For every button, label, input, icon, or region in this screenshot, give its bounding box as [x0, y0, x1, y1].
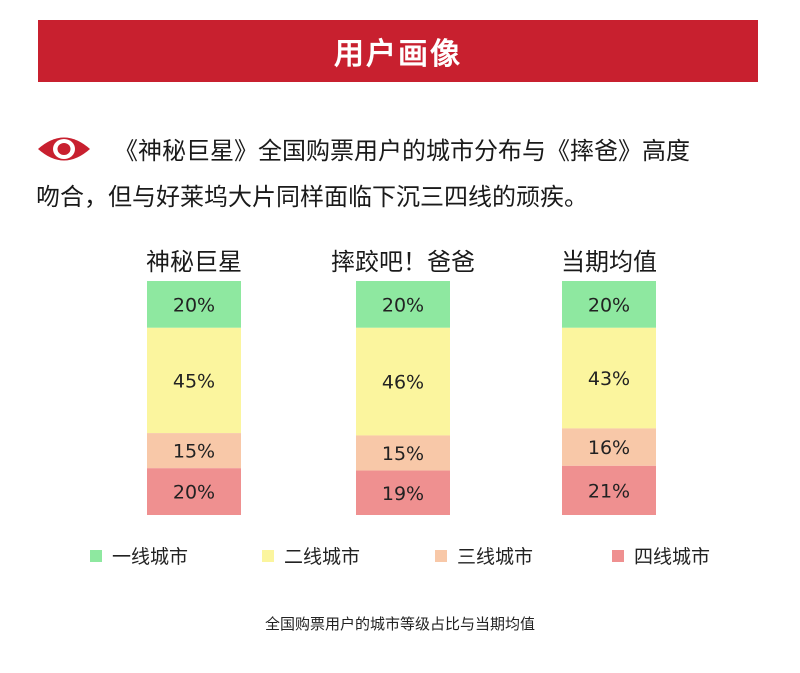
data-label: 46% — [382, 372, 424, 394]
legend-label: 一线城市 — [112, 546, 188, 568]
bar-segment — [356, 435, 450, 471]
data-label: 15% — [382, 443, 424, 465]
intro-text-1: 《神秘巨星》全国购票用户的城市分布与《摔爸》高度 — [114, 137, 690, 165]
legend-label: 四线城市 — [634, 546, 710, 568]
bar-segment — [147, 433, 241, 469]
stacked-bar-chart: 神秘巨星 20% 45% 15% 20% 摔跤吧！爸爸 20% 46% 15% 19% 当期均值 20… — [90, 248, 710, 568]
data-label: 19% — [382, 483, 424, 505]
bar-segment — [562, 465, 656, 515]
legend-swatch — [90, 550, 102, 562]
bar-segment — [356, 470, 450, 515]
legend: 一线城市 二线城市 三线城市 四线城市 — [90, 546, 710, 568]
category-label: 神秘巨星 — [146, 248, 242, 276]
data-label: 20% — [588, 294, 630, 316]
data-label: 45% — [173, 370, 215, 392]
legend-label: 二线城市 — [284, 546, 360, 568]
data-label: 20% — [173, 294, 215, 316]
intro-line-2: 吻合，但与好莱坞大片同样面临下沉三四线的顽疾。 — [36, 183, 588, 211]
category-label: 摔跤吧！爸爸 — [331, 248, 475, 276]
legend-swatch — [262, 550, 274, 562]
bar-segment — [147, 281, 241, 328]
data-label: 20% — [173, 482, 215, 504]
intro-line-1: 《神秘巨星》全国购票用户的城市分布与《摔爸》高度 — [36, 128, 766, 174]
data-label: 20% — [382, 294, 424, 316]
bar-segment — [562, 281, 656, 328]
bar-segment — [562, 428, 656, 466]
data-label: 43% — [588, 368, 630, 390]
bars-layer: 神秘巨星 20% 45% 15% 20% 摔跤吧！爸爸 20% 46% 15% 19% 当期均值 20… — [146, 248, 657, 515]
legend-swatch — [435, 550, 447, 562]
intro-paragraph: 《神秘巨星》全国购票用户的城市分布与《摔爸》高度 吻合，但与好莱坞大片同样面临下… — [36, 128, 766, 220]
data-label: 21% — [588, 480, 630, 502]
data-label: 15% — [173, 441, 215, 463]
bar-segment — [562, 327, 656, 429]
category-label: 当期均值 — [561, 248, 657, 276]
chart-caption: 全国购票用户的城市等级占比与当期均值 — [264, 615, 535, 633]
bar-segment — [147, 327, 241, 434]
bar-segment — [356, 281, 450, 328]
header-banner: 用户画像 — [38, 20, 758, 82]
legend-label: 三线城市 — [457, 546, 533, 568]
bar-segment — [147, 468, 241, 515]
bar-segment — [356, 327, 450, 436]
page-title: 用户画像 — [334, 37, 462, 72]
data-label: 16% — [588, 437, 630, 459]
eye-icon — [38, 137, 90, 161]
legend-swatch — [612, 550, 624, 562]
